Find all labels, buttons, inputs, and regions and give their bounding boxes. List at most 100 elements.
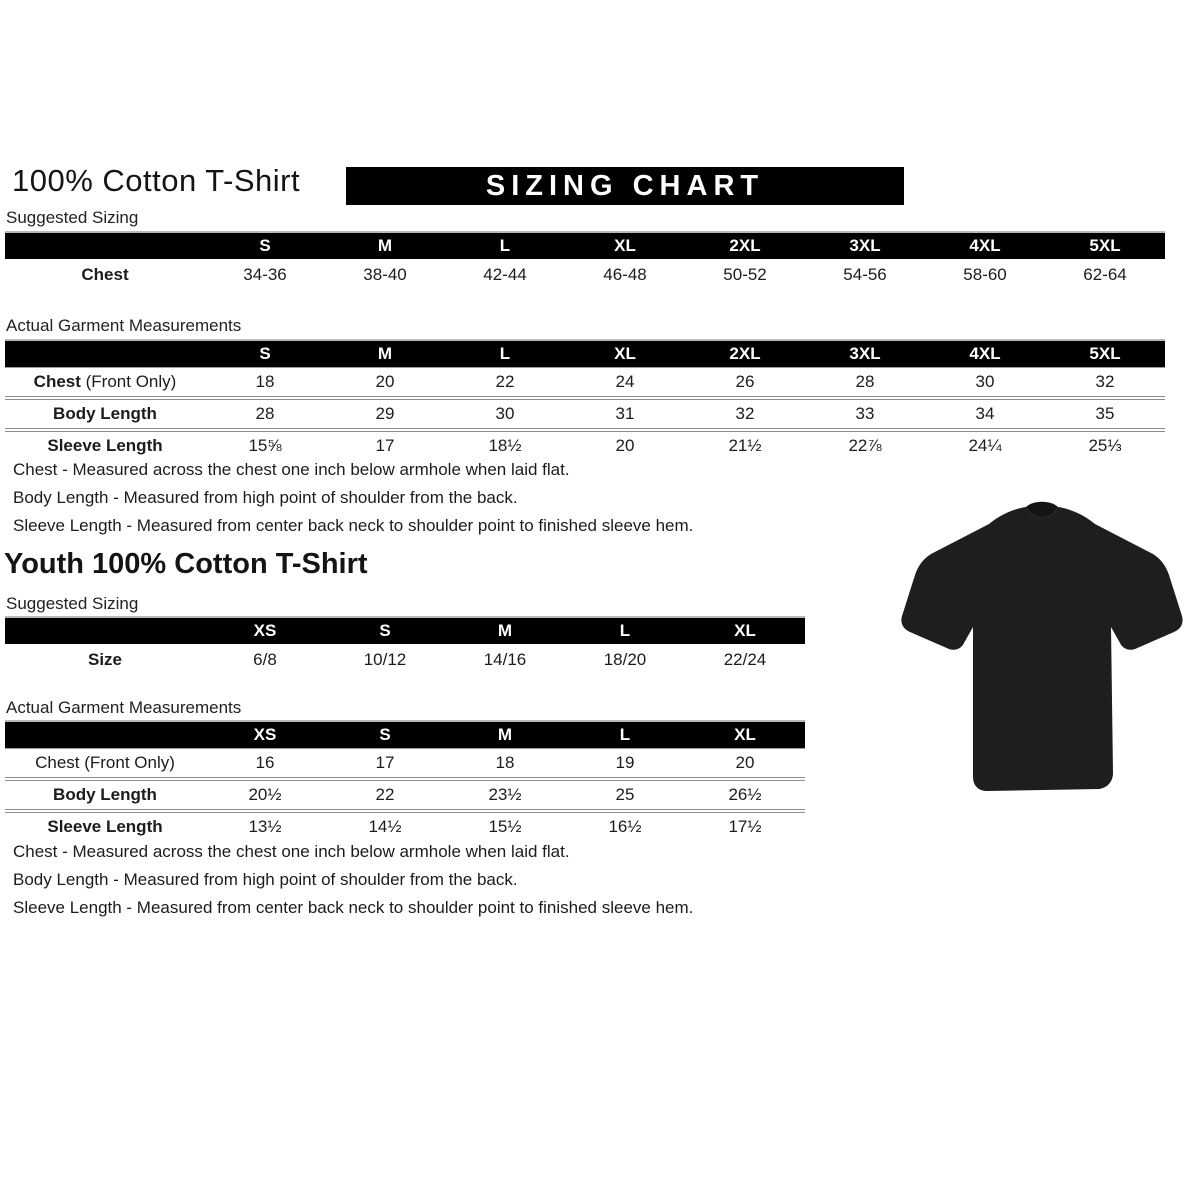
table-row: Chest 34-36 38-40 42-44 46-48 50-52 54-5… — [5, 259, 1165, 290]
size-cell: 14½ — [325, 809, 445, 841]
size-col-header: XL — [685, 721, 805, 749]
size-cell: 13½ — [205, 809, 325, 841]
size-col-header: XL — [685, 617, 805, 644]
row-label-bold: Body Length — [53, 785, 157, 804]
size-cell: 33 — [805, 396, 925, 430]
youth-suggested-sizing-table: XS S M L XL Size 6/8 10/12 14/16 18/20 2… — [5, 616, 805, 675]
youth-actual-measurements-table: XS S M L XL Chest (Front Only) 16 17 18 … — [5, 720, 805, 841]
row-label: Chest — [81, 264, 129, 284]
row-label-bold: Sleeve Length — [47, 817, 163, 836]
size-cell: 22⅞ — [805, 428, 925, 460]
size-cell: 17 — [325, 428, 445, 460]
sizing-chart-banner: SIZING CHART — [346, 167, 904, 205]
tshirt-image — [901, 501, 1183, 791]
size-col-header: 5XL — [1045, 340, 1165, 368]
row-label-rest: (Front Only) — [80, 372, 177, 391]
size-cell: 50-52 — [723, 264, 767, 284]
size-cell: 24¼ — [925, 428, 1045, 460]
adult-actual-measurements-label: Actual Garment Measurements — [6, 316, 242, 335]
note-body-length: Body Length - Measured from high point o… — [13, 870, 518, 889]
size-cell: 28 — [855, 372, 875, 391]
size-cell: 23½ — [445, 777, 565, 811]
size-col-header: M — [325, 232, 445, 259]
size-cell: 16½ — [565, 809, 685, 841]
size-cell: 46-48 — [603, 264, 647, 284]
size-cell: 26 — [735, 372, 755, 391]
adult-suggested-sizing-table: S M L XL 2XL 3XL 4XL 5XL Chest 34-36 38-… — [5, 231, 1165, 290]
adult-actual-measurements-table: S M L XL 2XL 3XL 4XL 5XL Chest (Front On… — [5, 339, 1165, 460]
row-label: Size — [87, 649, 123, 669]
row-label: Sleeve Length — [5, 809, 205, 841]
size-cell: 16 — [255, 753, 275, 772]
table-header-row: S M L XL 2XL 3XL 4XL 5XL — [5, 340, 1165, 368]
size-col-header: M — [445, 617, 565, 644]
size-cell: 42-44 — [483, 264, 527, 284]
table-header-row: XS S M L XL — [5, 617, 805, 644]
table-row-sleeve-length: Sleeve Length 13½ 14½ 15½ 16½ 17½ — [5, 809, 805, 841]
tshirt-photo — [892, 478, 1192, 810]
size-cell: 20½ — [205, 777, 325, 811]
table-row-chest: Chest (Front Only) 16 17 18 19 20 — [5, 749, 805, 780]
table-row-body-length: Body Length 20½ 22 23½ 25 26½ — [5, 777, 805, 811]
size-col-header: S — [325, 721, 445, 749]
size-cell: 62-64 — [1083, 264, 1127, 284]
size-cell: 15⅝ — [205, 428, 325, 460]
note-sleeve-length: Sleeve Length - Measured from center bac… — [13, 898, 694, 917]
size-cell: 18½ — [445, 428, 565, 460]
size-col-header: L — [565, 721, 685, 749]
size-col-header: L — [445, 232, 565, 259]
note-chest: Chest - Measured across the chest one in… — [13, 460, 570, 479]
tshirt-body — [901, 507, 1183, 791]
table-header-row: S M L XL 2XL 3XL 4XL 5XL — [5, 232, 1165, 259]
row-label-bold: Sleeve Length — [47, 436, 163, 455]
size-cell: 6/8 — [253, 649, 277, 669]
note-body-length: Body Length - Measured from high point o… — [13, 488, 518, 507]
size-cell: 29 — [325, 396, 445, 430]
table-row-chest: Chest (Front Only) 18 20 22 24 26 28 30 … — [5, 368, 1165, 399]
size-col-header: M — [325, 340, 445, 368]
size-col-header: L — [565, 617, 685, 644]
size-col-header — [5, 340, 205, 368]
size-cell: 22 — [325, 777, 445, 811]
size-cell: 20 — [565, 428, 685, 460]
size-col-header: L — [445, 340, 565, 368]
size-col-header: 2XL — [685, 232, 805, 259]
row-label: Chest (Front Only) — [5, 368, 205, 399]
size-col-header — [5, 617, 205, 644]
table-row-body-length: Body Length 28 29 30 31 32 33 34 35 — [5, 396, 1165, 430]
size-cell: 34-36 — [243, 264, 287, 284]
size-cell: 25⅓ — [1045, 428, 1165, 460]
youth-product-title: Youth 100% Cotton T-Shirt — [4, 548, 368, 580]
size-cell: 21½ — [685, 428, 805, 460]
size-col-header — [5, 721, 205, 749]
size-cell: 30 — [445, 396, 565, 430]
size-cell: 38-40 — [363, 264, 407, 284]
size-cell: 28 — [205, 396, 325, 430]
row-label: Body Length — [5, 777, 205, 811]
size-col-header: 3XL — [805, 232, 925, 259]
size-cell: 22/24 — [723, 649, 767, 669]
size-col-header: 4XL — [925, 340, 1045, 368]
row-label: Chest (Front Only) — [5, 749, 205, 780]
size-cell: 31 — [565, 396, 685, 430]
size-col-header: XS — [205, 617, 325, 644]
size-cell: 18/20 — [603, 649, 647, 669]
size-cell: 32 — [685, 396, 805, 430]
table-row-size: Size 6/8 10/12 14/16 18/20 22/24 — [5, 644, 805, 675]
size-cell: 18 — [495, 753, 515, 772]
size-col-header: 5XL — [1045, 232, 1165, 259]
size-cell: 22 — [495, 372, 515, 391]
row-label: Sleeve Length — [5, 428, 205, 460]
size-cell: 14/16 — [483, 649, 527, 669]
table-header-row: XS S M L XL — [5, 721, 805, 749]
size-col-header: 4XL — [925, 232, 1045, 259]
youth-actual-measurements-label: Actual Garment Measurements — [6, 698, 242, 717]
size-col-header: M — [445, 721, 565, 749]
size-cell: 24 — [615, 372, 635, 391]
adult-product-title: 100% Cotton T-Shirt — [12, 163, 301, 198]
size-col-header: XL — [565, 340, 685, 368]
size-cell: 20 — [735, 753, 755, 772]
size-cell: 18 — [255, 372, 275, 391]
size-cell: 17½ — [685, 809, 805, 841]
